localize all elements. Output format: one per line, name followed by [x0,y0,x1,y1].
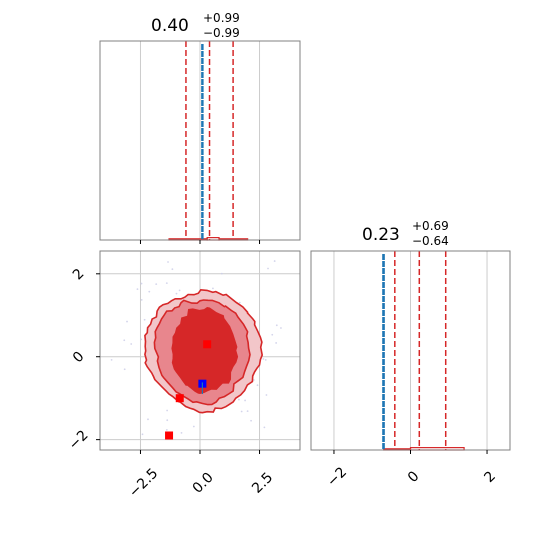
sample-point [265,394,268,396]
x-ticks-param1 [139,240,261,244]
grid-param2 [333,251,488,450]
sample-point [126,320,128,323]
grid-2d [100,251,300,450]
sample-point [165,282,168,285]
sample-point [244,399,246,402]
y-ticks-2d: −2 0 2 [66,266,100,453]
title-param2-median: 0.23 [362,225,400,245]
title-param2-lower: −0.64 [412,234,449,248]
sample-point [280,327,282,329]
x-tick-label: 0.0 [190,470,217,497]
quantile-lines-param2 [382,251,447,450]
sample-marker [203,340,212,349]
sample-point [246,410,249,413]
sample-point [271,333,274,336]
sample-point [148,290,151,293]
sample-point [238,301,241,304]
sample-point [273,260,276,262]
x-ticks-2d: −2.5 0.0 2.5 [126,450,276,501]
sample-point [263,426,266,429]
sample-point [44,298,46,300]
contour-panel: −2.5 0.0 2.5 −2 0 2 [44,234,332,522]
contour-inner [171,307,239,394]
sample-point [171,268,174,271]
sample-point [140,282,143,285]
sample-point [256,384,259,387]
sample-point [191,452,193,454]
sample-point [140,299,143,301]
marginal-histogram-param2: 0.23 +0.69 −0.64 −2 0 2 [310,219,511,490]
sample-point [167,261,169,263]
sample-point [175,292,178,295]
x-ticks-param2: −2 0 2 [324,450,499,490]
sample-point [155,283,158,285]
sample-point [238,398,240,401]
sample-point [123,339,126,342]
x-tick-label: −2 [324,464,350,490]
sample-marker [175,394,184,403]
sample-point [250,419,252,422]
title-param1-upper: +0.99 [203,11,240,25]
sample-point [193,520,195,522]
grid-param1 [139,41,261,240]
title-param2-upper: +0.69 [412,219,449,233]
sample-point [136,288,139,291]
sample-point [110,358,113,361]
sample-point [263,234,265,236]
sample-point [252,379,255,381]
sample-point [275,324,278,327]
x-tick-label: −2.5 [126,465,161,500]
sample-point [267,267,269,270]
sample-point [165,428,168,431]
quantile-lines-param1 [185,41,234,240]
x-tick-label: 0 [405,468,423,486]
sample-point [264,358,267,361]
sample-point [192,425,195,428]
sample-point [143,318,146,321]
x-tick-label: 2 [481,468,499,486]
y-tick-label: −2 [66,427,92,453]
sample-marker [165,431,174,440]
sample-point [141,433,144,436]
sample-point [147,418,149,421]
sample-point [220,272,223,275]
title-param1-lower: −0.99 [203,26,240,40]
sample-point [275,342,278,344]
point-markers [165,340,212,440]
sample-point [330,347,332,349]
sample-point [166,409,169,412]
sample-point [240,410,243,413]
sample-point [178,289,181,292]
sample-point [130,343,133,345]
title-param1-median: 0.40 [151,16,189,36]
sample-point [180,431,183,434]
y-tick-label: 2 [70,266,88,284]
y-tick-label: 0 [70,349,88,367]
marginal-histogram-param1: 0.40 +0.99 −0.99 [99,11,301,244]
sample-point [262,358,265,360]
sample-point [123,368,126,371]
sample-point [212,287,214,290]
sample-point [166,419,169,422]
sample-point [140,338,143,341]
x-tick-label: 2.5 [249,470,276,497]
contour-fills [144,288,264,414]
